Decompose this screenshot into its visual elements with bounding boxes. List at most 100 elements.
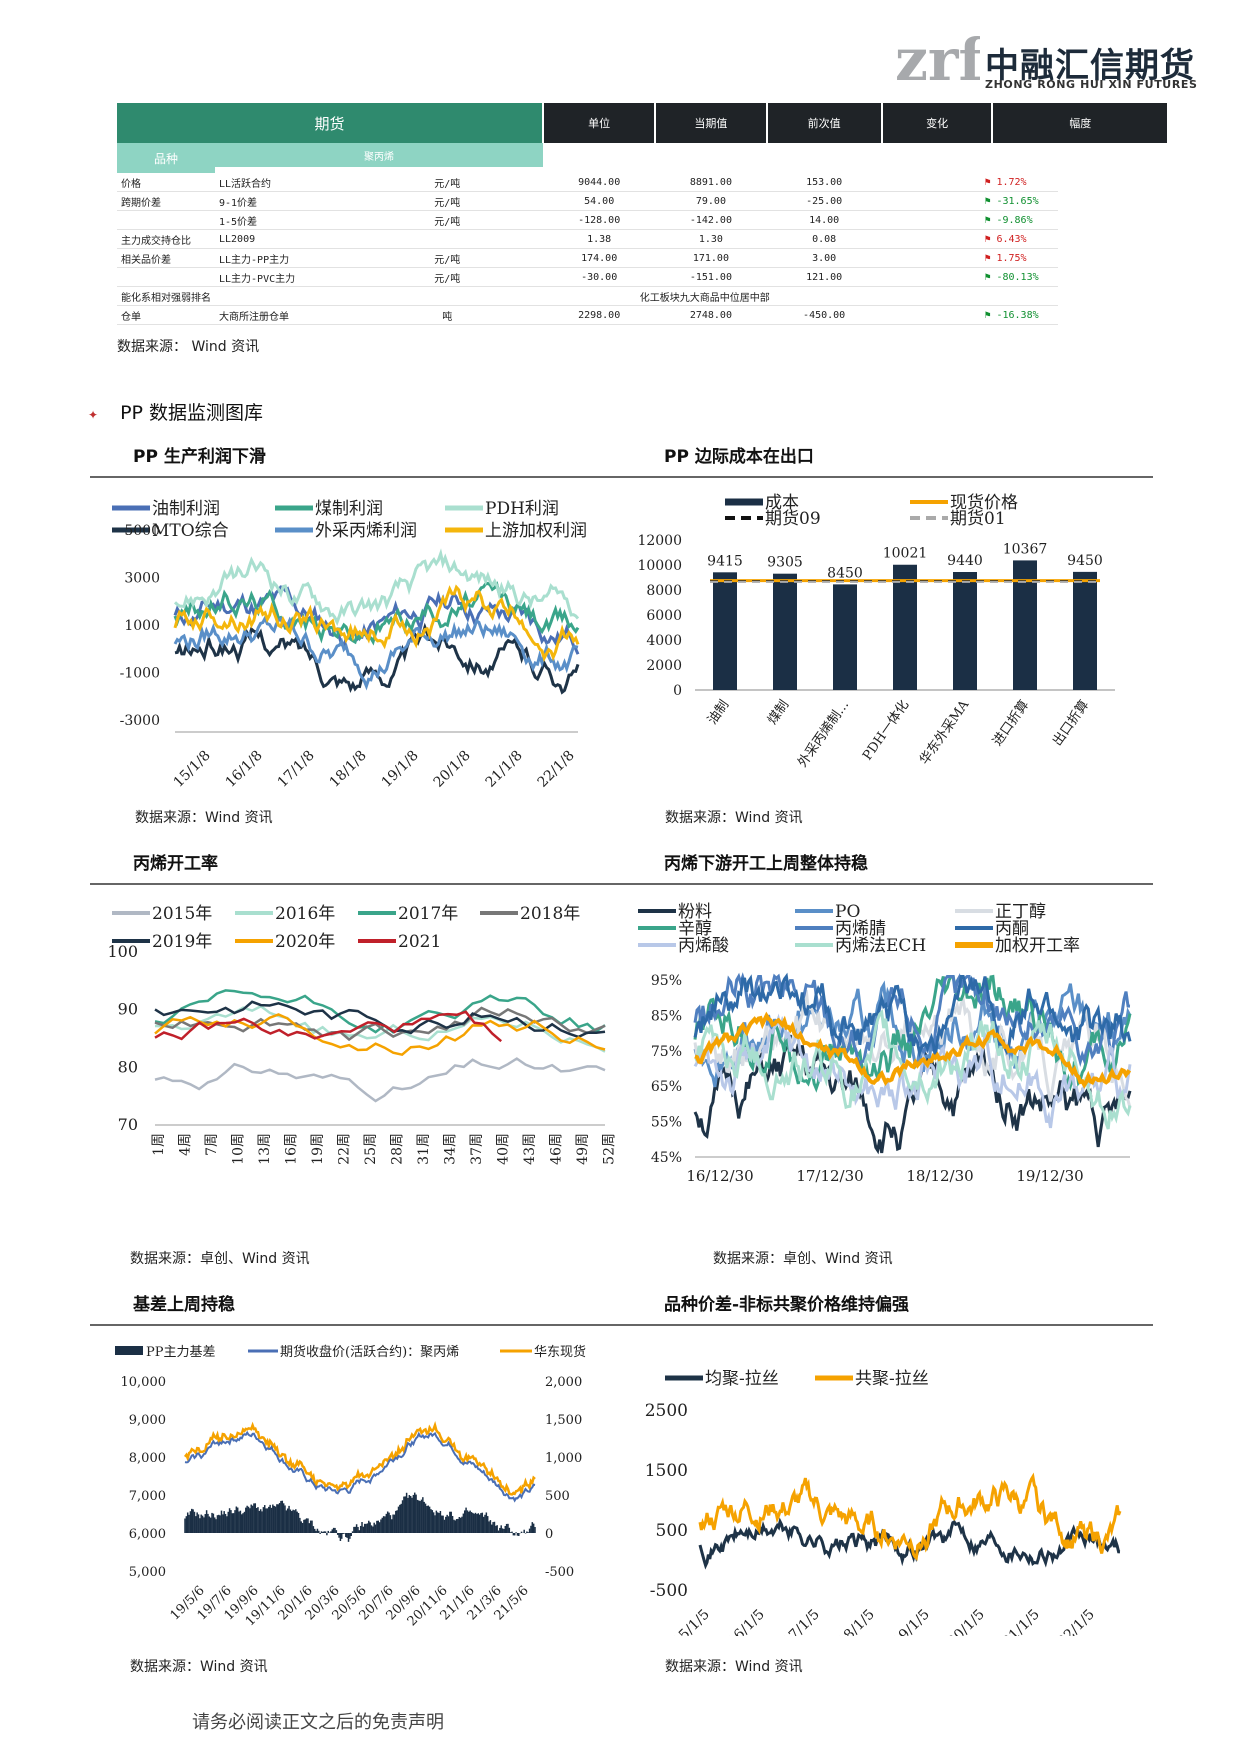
company-name-cn: 中融汇信期货 (985, 46, 1195, 86)
x-tick-label: 16周 (284, 1133, 300, 1165)
series-line (693, 972, 1132, 1059)
legend-item: PO (835, 902, 860, 922)
row-item: 1-5价差 (215, 210, 352, 230)
legend-item: 2018年 (520, 904, 580, 924)
x-tick-label: 49周 (575, 1133, 591, 1165)
futures-line (184, 1430, 536, 1503)
y-tick-label: 5000 (124, 523, 160, 539)
row-pct: -16.38% (992, 305, 1059, 325)
table-row: 跨期价差 9-1价差 元/吨 54.00 79.00 -25.00 ⚑ -31.65% (117, 191, 1167, 211)
x-tick-label: 15/1/8 (171, 748, 214, 790)
x-tick-label: 25周 (363, 1133, 379, 1165)
flag-icon: ⚑ (881, 173, 993, 192)
x-tick-label: 40周 (496, 1133, 512, 1165)
chart4-source: 数据来源：卓创、Wind 资讯 (713, 1251, 893, 1267)
disclaimer-footer: 请务必阅读正文之后的免责声明 (192, 1712, 444, 1733)
legend-item: PDH利润 (485, 499, 559, 519)
x-tick-label: 28周 (390, 1133, 406, 1165)
x-tick-label: 22周 (337, 1133, 353, 1165)
table-row: 价格 LL活跃合约 元/吨 9044.00 8891.00 153.00 ⚑ 1.72% (117, 173, 1167, 192)
chart3-title: 丙烯开工率 (133, 854, 218, 874)
y-tick-label: 95% (651, 973, 682, 989)
series-line (154, 1006, 606, 1042)
legend-item: 现货价格 (950, 493, 1018, 513)
x-tick-label: 20/1/5 (945, 1607, 988, 1636)
y-tick-label: -500 (650, 1581, 688, 1601)
x-tick-label: 46周 (549, 1133, 565, 1165)
row-unit: 元/吨 (351, 191, 544, 211)
row-item: 9-1价差 (215, 191, 352, 211)
x-tick-label: 43周 (522, 1133, 538, 1165)
header-change: 变化 (880, 103, 993, 143)
header-pct: 幅度 (991, 103, 1167, 143)
row-unit: 元/吨 (351, 267, 544, 287)
flag-icon: ⚑ (881, 267, 993, 287)
x-tick-label: 18/1/5 (835, 1607, 878, 1636)
chart4-title: 丙烯下游开工上周整体持稳 (664, 854, 868, 874)
x-tick-label: 华东外采MA (917, 697, 972, 767)
legend-item: 加权开工率 (995, 936, 1080, 956)
legend-item: 2019年 (152, 932, 212, 952)
x-tick-label: 4周 (178, 1133, 194, 1156)
legend-item: 丙烯腈 (835, 919, 886, 939)
y-tick-label: 55% (651, 1115, 682, 1131)
legend-item: 期货收盘价(活跃合约)：聚丙烯 (280, 1344, 459, 1360)
legend-item: MTO综合 (152, 521, 229, 541)
legend-item: 丙烯法ECH (835, 936, 926, 956)
y-tick-label: -1000 (120, 666, 160, 682)
row-current: 54.00 (543, 191, 656, 211)
y-tick-label: 85% (651, 1008, 682, 1024)
y-tick-label: 10,000 (121, 1375, 167, 1390)
row-current: -30.00 (543, 267, 656, 287)
legend-item: 粉料 (678, 902, 712, 922)
y-tick-label: 2000 (646, 658, 682, 674)
propylene-operating-rate-chart: 2015年 2016年 2017年 2018年 2019年 2020年 2021 100 90 8… (107, 904, 617, 1165)
section-marker-icon: ✦ (88, 408, 99, 422)
basis-chart: PP主力基差 期货收盘价(活跃合约)：聚丙烯 华东现货 10,000 9,000 8,00… (115, 1344, 586, 1629)
series-line (173, 614, 579, 691)
y-tick-label-right: 0 (545, 1527, 553, 1542)
y-tick-label: 1500 (645, 1461, 688, 1481)
legend-item: PP主力基差 (146, 1345, 216, 1360)
x-tick-label: 22/1/8 (535, 748, 578, 790)
table-row: 主力成交持仓比 LL2009 1.38 1.30 0.08 ⚑ 6.43% (117, 229, 1167, 249)
row-current: 174.00 (543, 248, 656, 268)
data-label: 10021 (883, 546, 928, 562)
row-pct: -80.13% (992, 267, 1059, 287)
x-tick-label: 10周 (231, 1133, 247, 1165)
chart1-title: PP 生产利润下滑 (133, 447, 266, 467)
row-item: 大商所注册仓单 (215, 305, 352, 325)
series-line (173, 548, 580, 626)
row-category: 价格 (117, 173, 215, 192)
x-tick-label: 出口折算 (1050, 698, 1092, 749)
cost-bar (893, 564, 917, 690)
row-current: -128.00 (543, 210, 656, 230)
x-tick-label: 15/1/5 (670, 1607, 713, 1636)
legend-item: 丙酮 (995, 919, 1029, 939)
row-current: 1.38 (543, 229, 656, 249)
company-logo-mark: zrf (895, 28, 980, 90)
row-item (215, 286, 352, 306)
flag-icon: ⚑ (881, 229, 993, 249)
divider-3 (90, 1324, 1153, 1326)
row-unit: 元/吨 (351, 210, 544, 230)
y-tick-label: 6,000 (129, 1527, 166, 1542)
table-row: 能化系相对强弱排名 化工板块九大商品中位居中部 (117, 286, 1167, 306)
x-tick-label: 进口折算 (990, 698, 1032, 749)
row-pct: 1.75% (992, 248, 1059, 268)
y-tick-label: 4000 (646, 633, 682, 649)
y-tick-label: 0 (673, 683, 682, 699)
chart3-source: 数据来源：卓创、Wind 资讯 (130, 1251, 310, 1267)
series-line (173, 584, 580, 663)
row-pct: 1.72% (992, 173, 1059, 192)
chart2-source: 数据来源：Wind 资讯 (665, 810, 803, 826)
row-change: 121.00 (766, 267, 882, 287)
chart6-source: 数据来源：Wind 资讯 (665, 1659, 803, 1675)
y-tick-label-right: 500 (545, 1489, 570, 1504)
x-tick-label: 17/12/30 (796, 1167, 863, 1185)
section-title: PP 数据监测图库 (120, 402, 264, 424)
x-tick-label: 37周 (469, 1133, 485, 1165)
cost-bar (773, 573, 797, 690)
legend-item: 成本 (765, 493, 799, 513)
